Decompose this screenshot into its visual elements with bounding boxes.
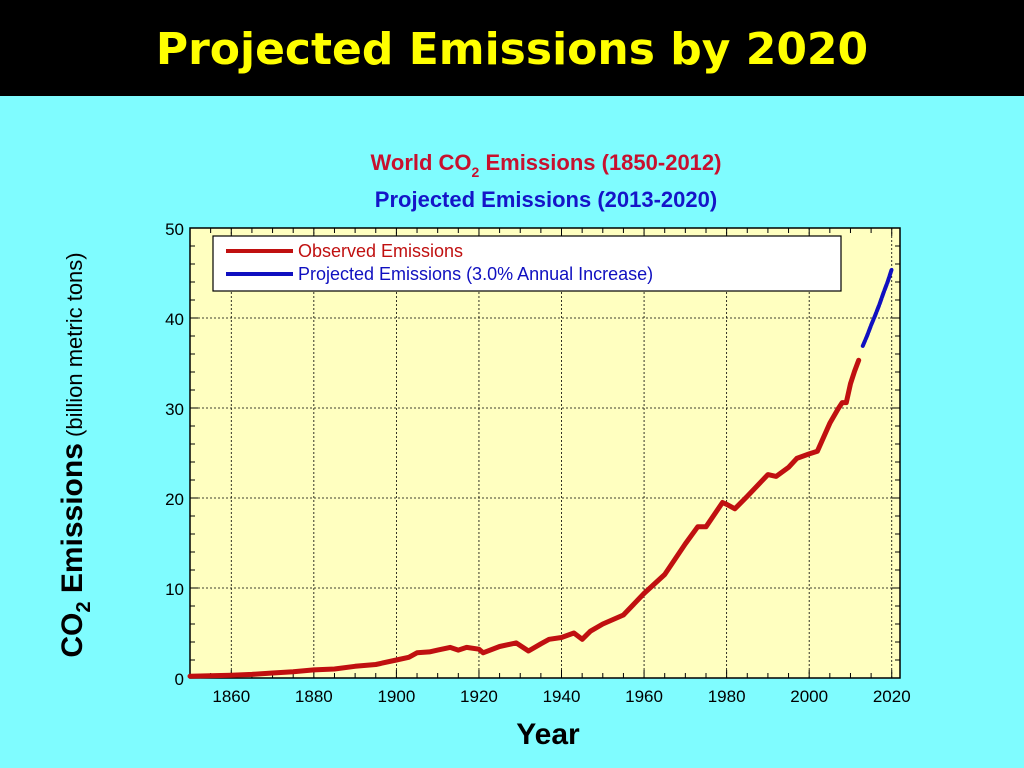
data-point (572, 631, 576, 635)
y-axis-label-unit: (billion metric tons) (62, 252, 87, 443)
x-tick-label: 2000 (790, 687, 828, 706)
data-point (539, 642, 543, 646)
data-point (725, 502, 729, 506)
data-point (560, 636, 564, 639)
data-point (481, 651, 485, 655)
data-point (857, 358, 861, 362)
data-point (580, 637, 584, 641)
data-point (209, 674, 213, 678)
slide-header (0, 0, 1024, 96)
data-point (869, 323, 873, 327)
data-point (642, 591, 646, 595)
data-point (828, 421, 832, 425)
plot-frame (189, 227, 901, 679)
x-tick-label: 1900 (377, 687, 415, 706)
data-point (848, 382, 852, 386)
y-tick-label: 10 (165, 580, 184, 599)
data-point (877, 303, 881, 306)
data-point (890, 267, 894, 271)
data-point (621, 613, 625, 617)
data-point (588, 629, 592, 633)
data-point (456, 648, 460, 652)
x-tick-label: 2020 (873, 687, 911, 706)
data-point (886, 280, 890, 284)
data-point (229, 673, 233, 677)
data-point (745, 494, 749, 498)
legend-entry-label: Projected Emissions (3.0% Annual Increas… (298, 264, 653, 284)
data-point (807, 452, 811, 456)
data-point (840, 401, 844, 405)
data-point (865, 334, 869, 338)
data-point (881, 291, 885, 295)
data-point (696, 525, 700, 529)
data-point (853, 369, 857, 373)
data-point (766, 473, 770, 477)
data-point (188, 674, 192, 678)
data-point (353, 664, 357, 668)
y-tick-label: 0 (175, 670, 184, 689)
data-point (547, 637, 551, 641)
data-point (477, 647, 481, 651)
data-point (465, 645, 469, 649)
x-tick-label: 1920 (460, 687, 498, 706)
data-point (836, 407, 840, 411)
plot-area: 1860 1880 1900 1920 1940 1960 1980 2000 2020 0 10 2… (165, 220, 911, 706)
chart-title-main: World CO (371, 150, 472, 175)
y-axis-label-co: CO (56, 613, 89, 658)
chart-subtitle: Projected Emissions (2013-2020) (375, 187, 717, 212)
data-point (861, 344, 865, 348)
y-axis-label: CO2 Emissions (billion metric tons) (56, 252, 95, 657)
x-tick-label: 1880 (295, 687, 333, 706)
data-point (601, 622, 605, 626)
data-point (774, 474, 778, 478)
legend: Observed Emissions Projected Emissions (3… (212, 235, 842, 292)
data-point (250, 672, 254, 676)
data-point (448, 645, 452, 649)
data-point (427, 650, 431, 654)
data-point (815, 449, 819, 453)
y-tick-label: 50 (165, 220, 184, 239)
data-point (526, 649, 530, 653)
data-point (795, 456, 799, 460)
chart-title-subscript: 2 (472, 164, 480, 180)
data-point (498, 645, 502, 648)
data-point (394, 658, 398, 662)
x-axis-label: Year (516, 718, 580, 751)
series-line-projected (860, 267, 894, 348)
x-tick-label: 1980 (708, 687, 746, 706)
data-point (704, 525, 708, 529)
chart-title: World CO2 Emissions (1850-2012) (371, 150, 722, 180)
legend-box (212, 235, 842, 292)
data-point (407, 655, 411, 659)
y-tick-label: 20 (165, 490, 184, 509)
y-tick-label: 30 (165, 400, 184, 419)
x-tick-label: 1860 (212, 687, 250, 706)
data-point (332, 667, 336, 671)
y-tick-label: 40 (165, 310, 184, 329)
x-tick-label: 1940 (543, 687, 581, 706)
page-title: Projected Emissions by 2020 (155, 24, 869, 75)
chart-title-rest: Emissions (1850-2012) (479, 150, 721, 175)
data-point (312, 668, 316, 672)
data-point (663, 573, 667, 576)
data-point (721, 501, 724, 504)
x-tick-label: 1960 (625, 687, 663, 706)
data-point (374, 663, 378, 666)
data-point (683, 542, 687, 546)
data-point (787, 465, 791, 469)
plot-background (190, 228, 900, 678)
data-point (873, 313, 877, 317)
data-point (844, 401, 848, 405)
y-axis-label-emissions: Emissions (56, 443, 89, 601)
data-point (291, 670, 295, 674)
legend-entry-label: Observed Emissions (298, 241, 463, 261)
data-point (436, 648, 440, 652)
data-point (733, 507, 737, 511)
data-point (415, 651, 419, 655)
data-point (514, 641, 518, 645)
data-point (271, 671, 275, 675)
y-axis-label-subscript: 2 (73, 602, 95, 613)
